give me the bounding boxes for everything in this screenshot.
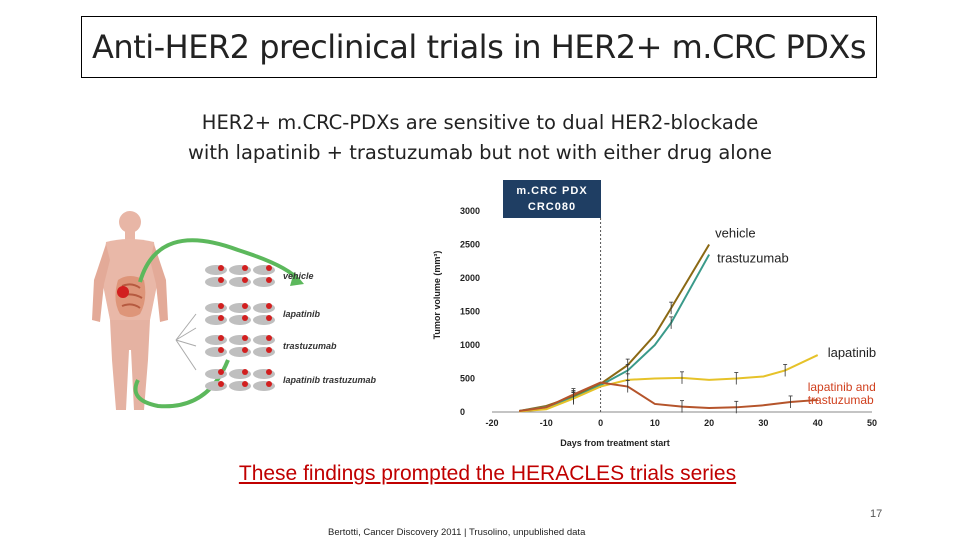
x-tick-label: 40 [813,418,823,428]
x-tick-label: 20 [704,418,714,428]
slide-title: Anti-HER2 preclinical trials in HER2+ m.… [92,28,866,66]
pdx-badge: m.CRC PDX CRC080 [503,180,601,218]
pdx-badge-line2: CRC080 [528,201,576,213]
y-tick-label: 1000 [460,340,480,350]
x-tick-label: 50 [867,418,877,428]
pdx-badge-bg [503,180,601,218]
citation: Bertotti, Cancer Discovery 2011 | Trusol… [328,527,586,538]
series-line [519,381,818,412]
series-line [519,354,819,413]
subtitle-line-1: HER2+ m.CRC-PDXs are sensitive to dual H… [201,111,759,134]
y-tick-label: 0 [460,407,465,417]
x-tick-label: -10 [540,418,553,428]
arrow-head-icon [290,272,304,286]
subtitle-line-2: with lapatinib + trastuzumab but not wit… [187,141,772,164]
y-tick-label: 2000 [460,273,480,283]
y-tick-label: 1500 [460,307,480,317]
x-tick-label: 10 [650,418,660,428]
y-axis-label: Tumor volume (mm³) [432,251,442,340]
human-body-figure [92,211,168,410]
series-line [518,243,711,412]
mouse-group-vehicle [205,265,275,287]
series-line [518,254,711,412]
connector-lines [175,313,197,371]
y-tick-label: 3000 [460,206,480,216]
tumor-volume-chart: -20 -10 0 10 20 30 40 5005001000150020002500300… [432,180,877,448]
series-label: trastuzumab [808,393,874,407]
y-tick-label: 500 [460,374,475,384]
x-tick-label: 0 [598,418,603,428]
y-tick-label: 2500 [460,240,480,250]
series-layer: vehicle trastuzumab lapatinib lapatinib and… [518,226,876,414]
title-box: Anti-HER2 preclinical trials in HER2+ m.… [81,16,877,78]
series-label: lapatinib and [808,380,876,394]
pdx-illustration: vehicle lapatinib trastuzumab lapatinib … [92,211,377,410]
transplant-arrow-up [138,238,300,283]
group-label-trastuzumab: trastuzumab [283,341,337,351]
series-label: lapatinib [828,345,876,360]
x-tick-label: -20 [485,418,498,428]
series-label: vehicle [715,226,755,241]
x-axis-label: Days from treatment start [560,438,670,448]
group-label-combination: lapatinib trastuzumab [283,375,377,385]
pdx-badge-line1: m.CRC PDX [516,185,587,197]
mouse-group-lapatinib [205,303,275,325]
x-tick-label: 30 [758,418,768,428]
series-label: trastuzumab [717,251,789,266]
group-label-vehicle: vehicle [283,271,314,281]
mouse-group-combination [205,369,275,391]
group-label-lapatinib: lapatinib [283,309,321,319]
page-number: 17 [870,508,883,520]
mouse-group-trastuzumab [205,335,275,357]
heracles-link[interactable]: These findings prompted the HERACLES tri… [238,462,737,485]
